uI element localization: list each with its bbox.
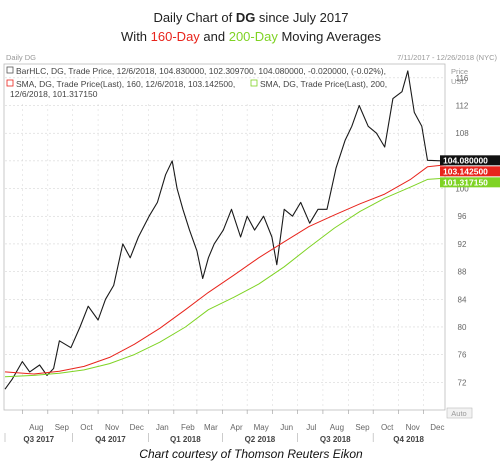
tag-sma200-text: 101.317150: [443, 177, 488, 187]
tag-sma160-text: 103.142500: [443, 166, 488, 176]
quarter-ticks: Q3 2017 Q4 2017 Q1 2018 Q2 2018 Q3 2018 Q4 20…: [4, 433, 424, 444]
x-tick-label: Sep: [55, 423, 70, 432]
series-sma200-line: [4, 177, 445, 378]
legend-sma160-text: SMA, DG, Trade Price(Last), 160, 12/6/20…: [16, 79, 235, 89]
series-sma160-line: [4, 164, 445, 375]
auto-scale-button[interactable]: [446, 407, 473, 419]
y-tick-label: 72: [458, 378, 467, 387]
x-tick-label: Nov: [406, 423, 420, 432]
chart-title-line1: Daily Chart of DG since July 2017: [153, 10, 348, 25]
x-tick-label: Sep: [355, 423, 370, 432]
quarter-label: Q1 2018: [170, 435, 201, 444]
x-tick-label: May: [254, 423, 269, 432]
grid-lines: [5, 77, 444, 410]
legend-sma200-text2: 12/6/2018, 101.317150: [10, 89, 98, 99]
x-tick-label: Feb: [181, 423, 195, 432]
x-tick-label: Dec: [130, 423, 144, 432]
legend-sma200-text: SMA, DG, Trade Price(Last), 200,: [260, 79, 387, 89]
quarter-label: Q3 2017: [23, 435, 54, 444]
legend-bar-text: BarHLC, DG, Trade Price, 12/6/2018, 104.…: [16, 66, 386, 76]
chart-caption: Chart courtesy of Thomson Reuters Eikon: [139, 447, 363, 461]
x-tick-label: Apr: [230, 423, 243, 432]
x-tick-label: Aug: [330, 423, 344, 432]
price-axis-label: Price: [451, 67, 468, 76]
chart-header-left: Daily DG: [6, 53, 36, 62]
y-tick-label: 92: [458, 240, 467, 249]
x-tick-label: Nov: [105, 423, 119, 432]
auto-scale-label: Auto: [451, 409, 466, 418]
x-tick-label: Oct: [381, 423, 394, 432]
legend-sma200-icon: [250, 79, 258, 87]
x-tick-label: Oct: [80, 423, 93, 432]
y-tick-label: 96: [458, 212, 467, 221]
series-group: [4, 70, 445, 390]
tag-last-price-text: 104.080000: [443, 155, 488, 165]
x-axis-ticks: Aug Sep Oct Nov Dec Jan Feb Mar Apr May Jun Jul Aug S…: [21, 410, 445, 432]
tag-last-price-bg: [440, 155, 500, 166]
tag-sma200-bg: [440, 177, 500, 188]
quarter-label: Q2 2018: [245, 435, 276, 444]
currency-label: USD: [451, 77, 467, 86]
legend: BarHLC, DG, Trade Price, 12/6/2018, 104.…: [6, 66, 387, 99]
y-tick-label: 84: [458, 295, 467, 304]
x-tick-label: Aug: [29, 423, 43, 432]
x-tick-label: Jul: [306, 423, 316, 432]
quarter-label: Q4 2018: [393, 435, 424, 444]
plot-area: [3, 63, 446, 411]
tag-sma160-bg: [440, 166, 500, 177]
y-tick-label: 100: [455, 185, 469, 194]
series-price-line: [4, 70, 445, 390]
y-tick-label: 112: [456, 102, 469, 111]
legend-sma160-icon: [6, 79, 14, 87]
y-tick-label: 76: [458, 351, 467, 360]
y-axis-ticks: 72768084889296100104108112116: [455, 74, 469, 387]
quarter-label: Q4 2017: [95, 435, 126, 444]
y-tick-label: 108: [455, 129, 469, 138]
chart-title-line2: With 160-Day and 200-Day Moving Averages: [121, 29, 381, 44]
x-tick-label: Jun: [280, 423, 293, 432]
legend-bar-icon: [6, 66, 14, 74]
y-tick-label: 80: [458, 323, 467, 332]
x-tick-label: Dec: [430, 423, 444, 432]
x-tick-label: Mar: [204, 423, 218, 432]
chart-header-right: 7/11/2017 - 12/26/2018 (NYC): [397, 53, 497, 62]
x-tick-label: Jan: [156, 423, 169, 432]
quarter-label: Q3 2018: [320, 435, 351, 444]
y-tick-label: 116: [456, 74, 469, 83]
y-tick-label: 88: [458, 268, 467, 277]
